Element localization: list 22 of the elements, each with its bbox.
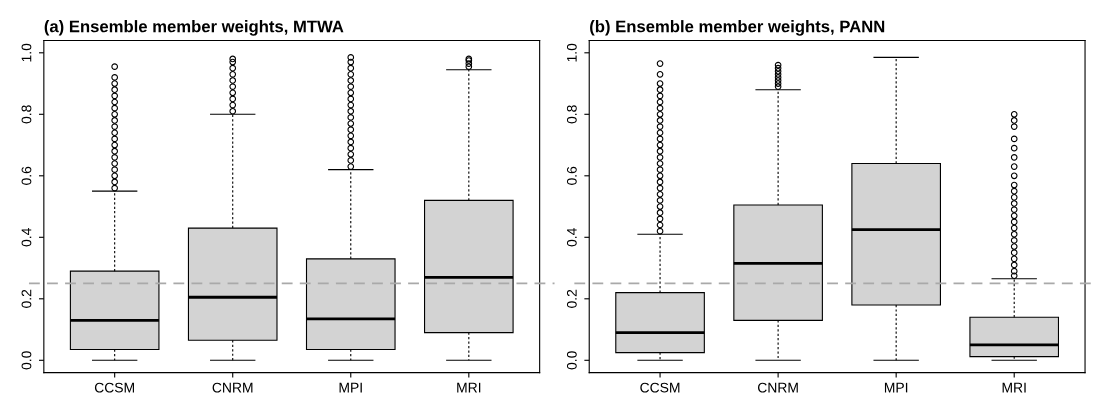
x-tick-label: CCSM [94,382,134,393]
y-tick-label: 0.2 [566,289,577,308]
x-tick-label: MRI [457,382,481,393]
x-tick-label: CCSM [640,382,680,393]
y-tick-label: 0.0 [21,351,32,370]
y-tick-label: 0.6 [566,166,577,185]
y-tick-label: 0.4 [21,228,32,247]
y-tick-label: 0.8 [21,105,32,124]
y-tick-label: 0.8 [566,105,577,124]
x-tick-label: CNRM [212,382,253,393]
x-tick-label: CNRM [757,382,798,393]
y-tick-label: 0.2 [21,289,32,308]
y-tick-label: 0.0 [566,351,577,370]
y-tick-label: 0.6 [21,166,32,185]
y-tick-label: 1.0 [566,43,577,62]
y-tick-label: 1.0 [21,43,32,62]
chart-title: (b) Ensemble member weights, PANN [590,20,885,36]
chart-title: (a) Ensemble member weights, MTWA [44,20,344,36]
x-tick-label: MPI [339,382,362,393]
x-tick-label: MPI [884,382,908,393]
x-tick-label: MRI [1002,382,1026,393]
y-tick-label: 0.4 [566,228,577,247]
